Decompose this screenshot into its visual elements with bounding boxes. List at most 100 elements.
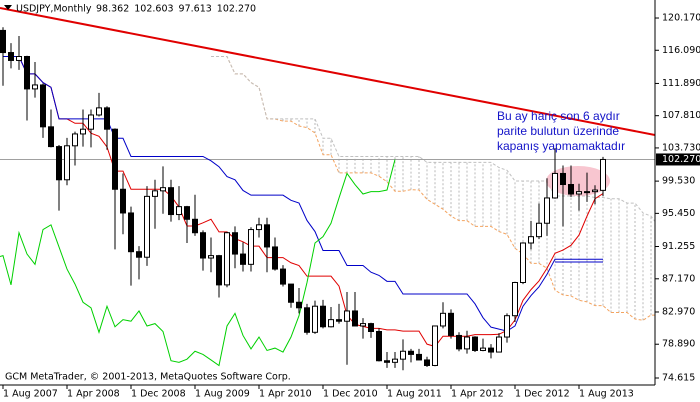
- candle-body: [496, 336, 502, 353]
- candle-body: [168, 187, 174, 216]
- x-tick-label: 1 Aug 2007: [3, 389, 58, 400]
- kijun-sen: [3, 56, 603, 332]
- candle-body: [552, 172, 558, 199]
- header-values: 98.362 102.603 97.613 102.270: [96, 4, 256, 15]
- candle-body: [208, 255, 214, 259]
- candle-body: [376, 331, 382, 362]
- candle-body: [152, 190, 158, 197]
- candle-body: [120, 188, 126, 214]
- y-tick-label: 95.450: [662, 208, 695, 219]
- header-value: 97.613: [179, 4, 212, 15]
- candle-body: [320, 305, 326, 328]
- annotation: Bu ay hariç son 6 aydır: [497, 109, 620, 123]
- y-tick-label: 111.890: [662, 78, 700, 89]
- candle-body: [520, 242, 526, 284]
- y-tick-label: 78.890: [662, 339, 695, 350]
- candle-body: [216, 255, 222, 286]
- candle-body: [576, 191, 582, 195]
- candle-body: [176, 206, 182, 216]
- candle-body: [384, 360, 390, 363]
- footer: GCM MetaTrader, © 2001-2013, MetaQuotes …: [5, 372, 291, 383]
- candle-body: [240, 253, 246, 265]
- x-tick-label: 1 Aug 2011: [387, 389, 442, 400]
- candle-body: [312, 305, 318, 333]
- candle-body: [104, 107, 110, 130]
- candle-body: [160, 187, 166, 192]
- candle-body: [568, 184, 574, 195]
- candle-body: [504, 315, 510, 338]
- x-tick-label: 1 Aug 2009: [195, 389, 250, 400]
- candle-body: [536, 222, 542, 238]
- trend-line: [0, 7, 655, 136]
- y-tick-label: 107.810: [662, 110, 700, 121]
- candle-body: [280, 268, 286, 285]
- x-tick-label: 1 Aug 2013: [579, 389, 634, 400]
- candle-body: [184, 206, 190, 220]
- candle-body: [88, 114, 94, 130]
- candle-body: [352, 310, 358, 327]
- header-value: 98.362: [96, 4, 129, 15]
- price-box: [656, 153, 700, 166]
- candle-body: [136, 251, 142, 258]
- candle-body: [592, 189, 598, 193]
- candle-body: [448, 312, 454, 336]
- candle-body: [200, 232, 206, 259]
- candle-body: [296, 301, 302, 309]
- candle-body: [144, 195, 150, 258]
- candle-body: [432, 325, 438, 366]
- y-tick-label: 82.970: [662, 306, 695, 317]
- x-tick-label: 1 Dec 2010: [323, 389, 378, 400]
- candle-body: [368, 323, 374, 333]
- plot-area: [0, 7, 655, 371]
- candle-body: [48, 126, 54, 148]
- candle-body: [192, 218, 198, 234]
- y-tick-label: 91.255: [662, 241, 695, 252]
- y-tick-label: 116.090: [662, 45, 700, 56]
- candle-body: [0, 29, 6, 54]
- x-tick-label: 1 Apr 2010: [259, 389, 312, 400]
- candle-body: [416, 353, 422, 361]
- candle-body: [288, 283, 294, 303]
- candle-body: [224, 232, 230, 286]
- candle-body: [560, 172, 566, 186]
- candle-body: [456, 334, 462, 350]
- candle-body: [464, 336, 470, 350]
- menu-icon[interactable]: [4, 5, 12, 10]
- tenkan-sen: [3, 56, 604, 348]
- candle-body: [328, 319, 334, 328]
- candle-body: [64, 145, 70, 181]
- candle-body: [360, 323, 366, 327]
- candle-body: [272, 246, 278, 270]
- candle-body: [424, 359, 430, 366]
- header-value: 102.270: [217, 4, 256, 15]
- candle-body: [512, 282, 518, 317]
- candle-body: [248, 229, 254, 265]
- x-tick-label: 1 Dec 2012: [515, 389, 570, 400]
- candle-body: [80, 128, 86, 135]
- candle-body: [256, 224, 262, 231]
- x-tick-label: 1 Dec 2008: [131, 389, 186, 400]
- chart-title: USDJPY,Monthly: [16, 4, 92, 15]
- candle-body: [408, 350, 414, 355]
- y-tick-label: 103.730: [662, 142, 700, 153]
- candle-body: [56, 146, 62, 181]
- candle-body: [440, 312, 446, 327]
- candle-body: [400, 350, 406, 360]
- chikou-span: [0, 159, 396, 367]
- candle-body: [488, 347, 494, 353]
- candle-body: [16, 56, 22, 61]
- candle-body: [344, 310, 350, 322]
- senkou-span-b: [211, 56, 655, 223]
- candle-body: [392, 358, 398, 363]
- y-tick-label: 74.615: [662, 373, 695, 384]
- candle-body: [600, 158, 606, 191]
- candle-body: [232, 232, 238, 255]
- y-tick-label: 120.170: [662, 13, 700, 24]
- annotation: kapanış yapmamaktadır: [497, 139, 625, 153]
- annotation: parite bulutun üzerinde: [497, 124, 619, 138]
- x-tick-label: 1 Apr 2008: [67, 389, 120, 400]
- header-value: 102.603: [134, 4, 173, 15]
- x-tick-label: 1 Apr 2012: [451, 389, 504, 400]
